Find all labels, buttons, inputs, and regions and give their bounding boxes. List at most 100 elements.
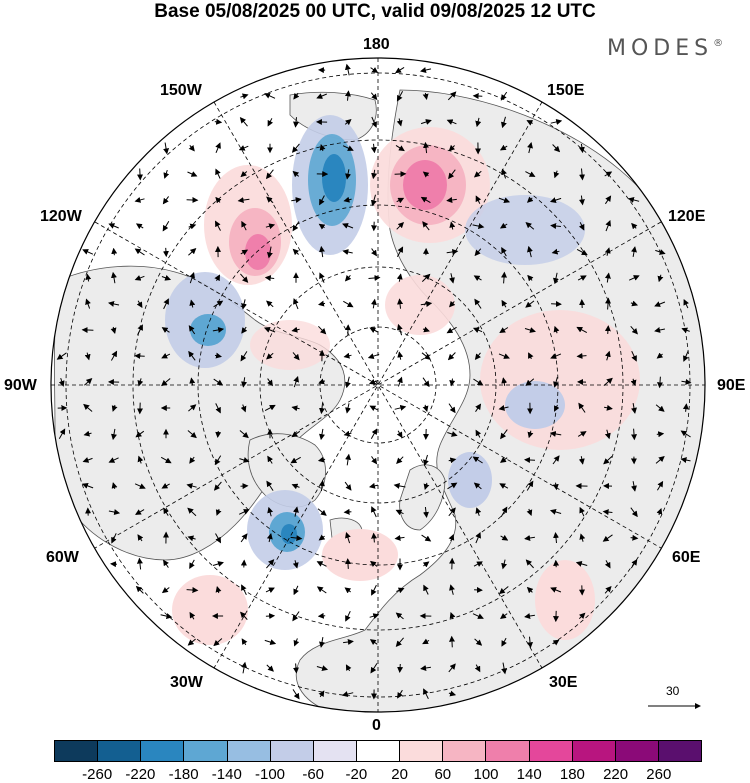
wind-vector xyxy=(501,662,508,675)
wind-vector xyxy=(605,219,611,232)
wind-vector xyxy=(215,142,221,153)
wind-vector xyxy=(423,141,429,154)
wind-vector xyxy=(604,247,611,256)
wind-vector xyxy=(630,378,637,387)
wind-vector xyxy=(370,298,377,309)
wind-vector xyxy=(369,327,378,334)
wind-vector xyxy=(319,637,325,648)
wind-vector xyxy=(345,169,351,180)
wind-vector xyxy=(318,223,326,230)
colorbar-swatch xyxy=(529,741,573,761)
wind-vector xyxy=(578,612,586,620)
wind-vector xyxy=(189,299,196,308)
wind-vector xyxy=(371,116,377,128)
wind-vector xyxy=(240,351,248,362)
wind-vector xyxy=(604,404,613,411)
wind-vector xyxy=(111,533,117,544)
wind-vector xyxy=(474,638,483,646)
wind-vector xyxy=(446,197,457,203)
wind-vector xyxy=(342,145,354,151)
wind-vector xyxy=(111,404,118,412)
wind-vector xyxy=(135,223,144,230)
colorbar-swatch xyxy=(443,741,487,761)
wind-vector xyxy=(83,403,93,412)
wind-vector xyxy=(160,456,172,464)
wind-vector xyxy=(342,249,353,255)
colorbar-swatch xyxy=(184,741,228,761)
wind-vector xyxy=(500,429,508,440)
wind-vector xyxy=(552,482,559,491)
wind-vector xyxy=(553,532,559,544)
wind-vector xyxy=(214,274,220,282)
wind-vector xyxy=(293,638,300,647)
wind-vector xyxy=(397,298,404,309)
wind-vector xyxy=(680,430,691,438)
wind-vector xyxy=(293,506,299,517)
wind-vector xyxy=(135,430,145,438)
wind-vector xyxy=(345,403,351,414)
wind-vector xyxy=(603,455,613,465)
wind-vector xyxy=(293,298,299,310)
colorbar-swatch xyxy=(572,741,616,761)
wind-vector xyxy=(186,587,199,594)
wind-vector xyxy=(189,271,195,284)
wind-vector xyxy=(420,665,431,671)
wind-vector xyxy=(369,405,378,412)
wind-vector xyxy=(448,507,456,517)
colorbar-swatch xyxy=(55,741,99,761)
wind-vector xyxy=(472,327,483,333)
wind-vector xyxy=(189,377,196,386)
wind-vector xyxy=(58,377,65,387)
wind-vector xyxy=(447,482,458,490)
wind-vector xyxy=(345,558,351,569)
wind-vector xyxy=(215,533,221,544)
colorbar-tick-label: -180 xyxy=(168,766,199,783)
wind-vector xyxy=(575,561,588,567)
wind-vector xyxy=(524,535,535,541)
wind-vector xyxy=(187,430,197,439)
wind-vector xyxy=(422,377,430,388)
anomaly-positive xyxy=(322,529,398,581)
wind-vector xyxy=(110,271,117,284)
wind-vector xyxy=(370,67,379,73)
colorbar-swatch xyxy=(313,741,357,761)
wind-vector xyxy=(292,611,300,622)
wind-vector xyxy=(345,531,351,544)
wind-vector xyxy=(602,534,613,542)
wind-vector xyxy=(448,635,455,648)
wind-vector xyxy=(473,561,483,567)
wind-vector xyxy=(369,639,378,646)
wind-vector xyxy=(368,274,381,281)
wind-vector xyxy=(446,248,459,255)
wind-vector xyxy=(316,93,327,99)
wind-vector xyxy=(189,559,195,569)
wind-vector xyxy=(293,117,300,128)
wind-vector xyxy=(604,429,611,440)
wind-vector xyxy=(501,247,507,257)
wind-vector xyxy=(472,456,483,464)
wind-vector xyxy=(422,404,429,413)
wind-vector xyxy=(241,377,248,388)
wind-vector xyxy=(680,457,691,464)
wind-vector xyxy=(501,271,508,284)
wind-vector xyxy=(292,352,300,361)
wind-vector xyxy=(213,378,224,386)
wind-vector xyxy=(291,483,300,490)
wind-vector xyxy=(188,404,197,412)
wind-vector xyxy=(448,403,456,414)
wind-vector xyxy=(343,300,354,308)
wind-vector xyxy=(266,480,274,491)
wind-vector xyxy=(108,509,121,515)
wind-vector xyxy=(499,144,508,151)
wind-vector xyxy=(265,169,274,180)
wind-vector xyxy=(420,300,433,307)
wind-vector xyxy=(293,375,299,388)
wind-vector xyxy=(420,119,432,125)
wind-vector xyxy=(551,248,560,255)
wind-vector xyxy=(395,637,404,647)
wind-vector xyxy=(604,350,611,361)
wind-vector xyxy=(423,584,429,595)
wind-vector xyxy=(423,482,430,491)
colorbar-tick-label: 180 xyxy=(559,766,585,783)
wind-vector xyxy=(292,689,300,700)
